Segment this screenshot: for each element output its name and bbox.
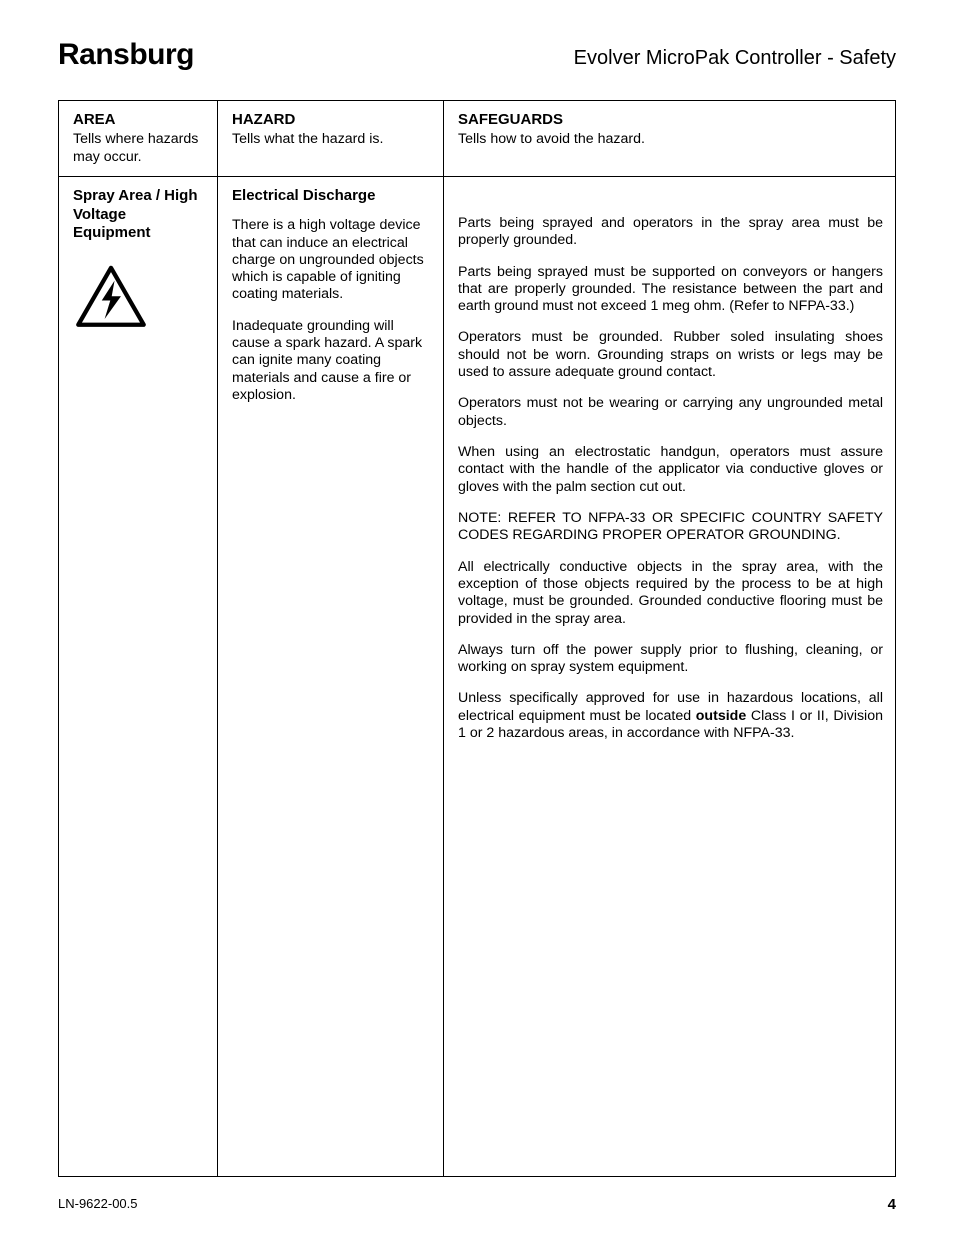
table-header-row: AREA Tells where hazards may occur. HAZA… <box>59 101 896 177</box>
cell-area: Spray Area / High Voltage Equipment <box>59 176 218 1176</box>
col-subtitle: Tells where hazards may occur. <box>73 131 205 166</box>
electrical-hazard-icon <box>75 265 147 329</box>
brand-logo: Ransburg <box>58 38 194 72</box>
safeguard-paragraph: When using an electrostatic handgun, ope… <box>458 444 883 496</box>
table-row: Spray Area / High Voltage Equipment Elec… <box>59 176 896 1176</box>
cell-hazard: Electrical Discharge There is a high vol… <box>218 176 444 1176</box>
safeguard-paragraph: All electrically conductive objects in t… <box>458 559 883 628</box>
page-footer: LN-9622-00.5 4 <box>58 1196 896 1213</box>
hazard-paragraph: There is a high voltage device that can … <box>232 217 431 304</box>
safety-table: AREA Tells where hazards may occur. HAZA… <box>58 100 896 1177</box>
safeguard-paragraph: NOTE: REFER TO NFPA-33 OR SPECIFIC COUNT… <box>458 510 883 545</box>
col-title: HAZARD <box>232 111 431 129</box>
hazard-paragraph: Inadequate grounding will cause a spark … <box>232 318 431 405</box>
col-header-hazard: HAZARD Tells what the hazard is. <box>218 101 444 177</box>
col-subtitle: Tells what the hazard is. <box>232 131 431 148</box>
document-title: Evolver MicroPak Controller - Safety <box>574 47 896 70</box>
safeguard-paragraph: Always turn off the power supply prior t… <box>458 642 883 677</box>
safeguard-paragraph: Parts being sprayed and operators in the… <box>458 215 883 250</box>
safeguard-paragraph: Operators must be grounded. Rubber soled… <box>458 329 883 381</box>
document-number: LN-9622-00.5 <box>58 1196 138 1213</box>
page-number: 4 <box>888 1196 896 1213</box>
safeguard-paragraph: Unless specifically approved for use in … <box>458 690 883 742</box>
safeguard-paragraph: Parts being sprayed must be supported on… <box>458 264 883 316</box>
col-title: SAFEGUARDS <box>458 111 883 129</box>
document-page: Ransburg Evolver MicroPak Controller - S… <box>0 0 954 1235</box>
col-header-safeguards: SAFEGUARDS Tells how to avoid the hazard… <box>444 101 896 177</box>
hazard-title: Electrical Discharge <box>232 187 431 205</box>
col-header-area: AREA Tells where hazards may occur. <box>59 101 218 177</box>
safeguard-bold-word: outside <box>696 708 746 724</box>
page-header: Ransburg Evolver MicroPak Controller - S… <box>58 38 896 72</box>
col-title: AREA <box>73 111 205 129</box>
cell-safeguards: Parts being sprayed and operators in the… <box>444 176 896 1176</box>
col-subtitle: Tells how to avoid the hazard. <box>458 131 883 148</box>
safeguard-paragraph: Operators must not be wearing or carryin… <box>458 395 883 430</box>
area-title: Spray Area / High Voltage Equipment <box>73 187 205 243</box>
